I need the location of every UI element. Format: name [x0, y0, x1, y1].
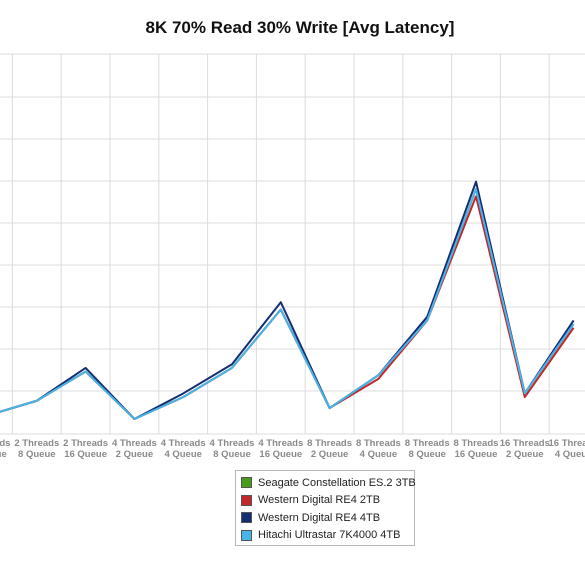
x-tick-label: 4 Queue — [555, 449, 585, 460]
x-tick-label: 2 Queue — [506, 449, 544, 460]
x-tick-label: 1 Threads — [0, 438, 10, 449]
legend-swatch — [241, 494, 252, 506]
legend: Seagate Constellation ES.2 3TB Western Di… — [235, 470, 416, 546]
legend-label: Hitachi Ultrastar 7K4000 4TB — [258, 529, 401, 542]
legend-label: Western Digital RE4 2TB — [258, 494, 381, 507]
x-tick-label: 4 Queue — [360, 449, 398, 460]
x-tick-label: 8 Queue — [18, 449, 56, 460]
series-line-0 — [0, 188, 575, 420]
x-tick-label: 8 Threads — [405, 438, 450, 449]
x-tick-label: 16 Threads — [500, 438, 550, 449]
x-tick-label: 8 Queue — [408, 449, 446, 460]
x-tick-label: 4 Threads — [161, 438, 206, 449]
x-tick-label: 8 Threads — [454, 438, 499, 449]
x-tick-label: 4 Queue — [164, 449, 202, 460]
series-line-3 — [0, 188, 575, 420]
x-tick-label: 2 Threads — [63, 438, 108, 449]
x-tick-label: 16 Threads — [549, 438, 585, 449]
series-line-2 — [0, 180, 575, 420]
x-tick-label: 4 Threads — [210, 438, 255, 449]
legend-item: Western Digital RE4 4TB — [241, 509, 409, 527]
legend-item: Hitachi Ultrastar 7K4000 4TB — [241, 527, 409, 545]
legend-label: Western Digital RE4 4TB — [258, 511, 381, 524]
legend-swatch — [241, 477, 252, 489]
x-tick-label: 4 Threads — [258, 438, 303, 449]
x-tick-label: 8 Threads — [307, 438, 352, 449]
legend-label: Seagate Constellation ES.2 3TB — [258, 476, 416, 489]
x-tick-label: 4 Threads — [112, 438, 157, 449]
x-tick-label: 2 Queue — [116, 449, 154, 460]
x-tick-label: 16 Queue — [455, 449, 498, 460]
x-tick-label: 16 Queue — [259, 449, 302, 460]
x-tick-label: 2 Queue — [311, 449, 349, 460]
x-tick-label: 2 Threads — [14, 438, 59, 449]
x-tick-label: 8 Queue — [213, 449, 251, 460]
chart-title: 8K 70% Read 30% Write [Avg Latency] — [145, 18, 455, 37]
x-tick-label: 8 Threads — [356, 438, 401, 449]
series-lines — [0, 180, 575, 420]
legend-item: Seagate Constellation ES.2 3TB — [241, 474, 416, 492]
legend-item: Western Digital RE4 2TB — [241, 492, 409, 510]
legend-swatch — [241, 512, 252, 524]
x-tick-label: 16 Queue — [64, 449, 107, 460]
legend-swatch — [241, 529, 252, 541]
x-tick-label: 4 Queue — [0, 449, 7, 460]
grid — [0, 53, 585, 435]
